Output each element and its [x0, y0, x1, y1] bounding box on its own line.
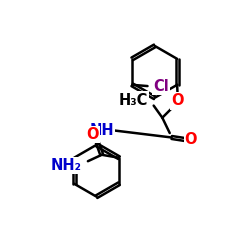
- Text: O: O: [172, 94, 184, 108]
- Text: NH₂: NH₂: [50, 158, 81, 173]
- Text: O: O: [86, 127, 99, 142]
- Text: H₃C: H₃C: [119, 93, 148, 108]
- Text: NH: NH: [90, 123, 114, 138]
- Text: Cl: Cl: [153, 78, 169, 94]
- Text: O: O: [185, 132, 197, 147]
